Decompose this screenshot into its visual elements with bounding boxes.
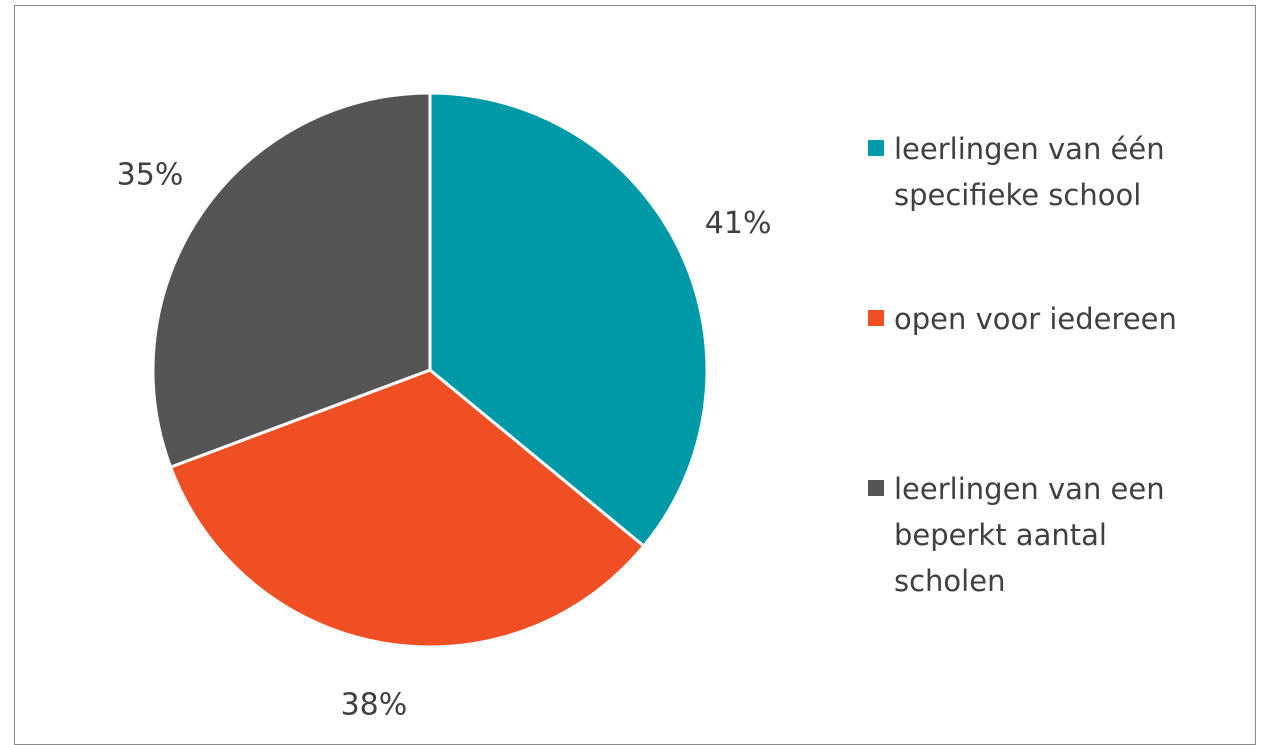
legend-swatch [868,310,884,326]
pie-slice [151,91,432,470]
legend-item: leerlingen van een beperkt aantal schole… [868,466,1198,604]
legend-label: leerlingen van één specifieke school [894,132,1165,212]
legend-swatch [868,140,884,156]
legend-label: open voor iedereen [894,302,1177,336]
pie-slice [428,91,709,549]
legend-swatch [868,480,884,496]
legend-item: open voor iedereen [868,296,1198,342]
legend-item: leerlingen van één specifieke school [868,126,1198,218]
legend-label: leerlingen van een beperkt aantal schole… [894,472,1165,598]
pie-slice [168,368,646,649]
data-label: 41% [705,206,772,241]
data-label: 35% [117,157,184,192]
data-label: 38% [341,688,408,723]
